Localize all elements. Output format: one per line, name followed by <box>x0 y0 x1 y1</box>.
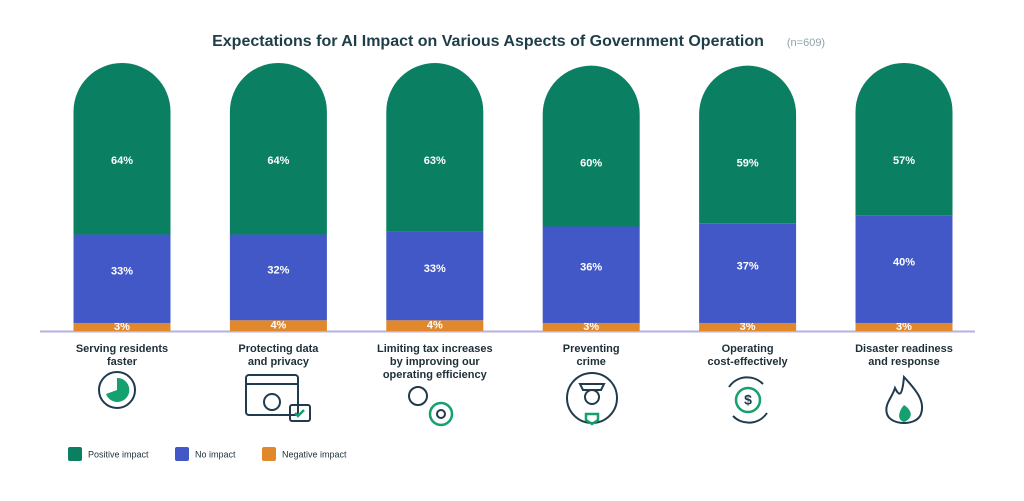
category-label: and response <box>868 356 940 368</box>
category-label: Serving residents <box>76 343 168 355</box>
bar-segment <box>699 322 797 331</box>
bar-segment <box>229 62 327 235</box>
legend-swatch <box>175 447 189 461</box>
bar-segment <box>386 320 484 331</box>
bar-segment <box>699 65 797 224</box>
icons: $ <box>98 371 923 427</box>
category-label: operating efficiency <box>383 369 488 381</box>
value-label: 59% <box>737 158 759 170</box>
bar-segment <box>855 215 953 323</box>
bar-segment <box>73 62 171 235</box>
value-label: 64% <box>111 155 133 167</box>
bar-segment <box>855 62 953 216</box>
category-label: Operating <box>722 343 774 355</box>
bar-segment <box>699 223 797 323</box>
value-label: 60% <box>580 158 602 170</box>
category-label: crime <box>577 356 606 368</box>
value-label: 37% <box>737 260 759 272</box>
value-label: 40% <box>893 256 915 268</box>
value-label: 33% <box>424 263 446 275</box>
svg-text:$: $ <box>744 392 752 408</box>
chart-title: Expectations for AI Impact on Various As… <box>212 33 764 50</box>
icon-fingerprint <box>245 374 311 422</box>
value-label: 32% <box>267 264 289 276</box>
bar-segment <box>386 63 484 232</box>
chart-subtitle: (n=609) <box>787 37 825 49</box>
legend-label: No impact <box>195 449 236 459</box>
value-label: 3% <box>114 321 130 333</box>
category-label: by improving our <box>390 356 481 368</box>
bar-segment <box>855 322 953 331</box>
bar-segment <box>73 322 171 331</box>
value-label: 4% <box>427 320 443 332</box>
value-label: 3% <box>896 321 912 333</box>
legend-label: Positive impact <box>88 449 149 459</box>
value-label: 63% <box>424 155 446 167</box>
bar-segment <box>542 322 640 331</box>
bar-segment <box>229 320 327 331</box>
category-label: Disaster readiness <box>855 343 953 355</box>
category-label: Limiting tax increases <box>377 343 493 355</box>
value-label: 4% <box>270 320 286 332</box>
category-label: Protecting data <box>238 343 319 355</box>
category-label: and privacy <box>248 356 310 368</box>
bar-segment <box>542 65 640 227</box>
value-label: 3% <box>740 321 756 333</box>
icon-dollar: $ <box>728 376 768 424</box>
bar-segment <box>229 234 327 321</box>
icon-officer <box>566 372 618 426</box>
category-label: faster <box>107 356 138 368</box>
category-label: cost-effectively <box>708 356 789 368</box>
category-label: Preventing <box>563 343 620 355</box>
legend-label: Negative impact <box>282 449 347 459</box>
legend-swatch <box>262 447 276 461</box>
bar-segment <box>386 231 484 321</box>
icon-flame <box>885 374 923 424</box>
icon-clock <box>98 371 136 409</box>
bar-segment <box>73 234 171 323</box>
value-label: 64% <box>267 155 289 167</box>
value-label: 33% <box>111 266 133 278</box>
value-label: 57% <box>893 155 915 167</box>
icon-gears <box>408 386 454 427</box>
value-label: 3% <box>583 321 599 333</box>
bar-segment <box>542 226 640 323</box>
value-label: 36% <box>580 262 602 274</box>
legend-swatch <box>68 447 82 461</box>
